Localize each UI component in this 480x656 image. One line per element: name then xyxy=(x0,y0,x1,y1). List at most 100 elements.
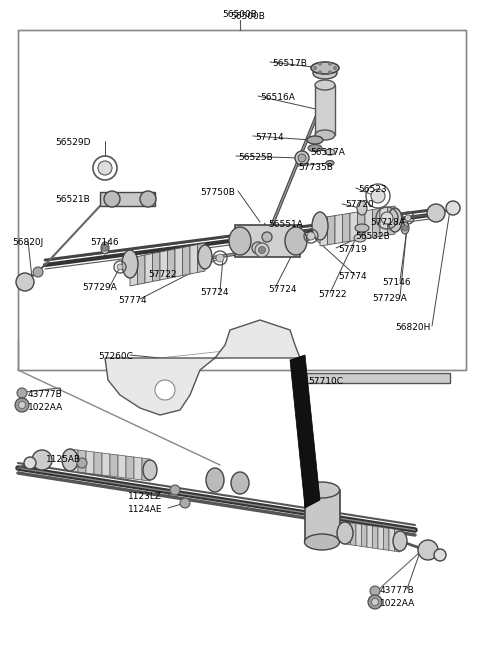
Circle shape xyxy=(405,215,411,221)
Circle shape xyxy=(77,458,87,468)
Text: 1124AE: 1124AE xyxy=(128,505,163,514)
Polygon shape xyxy=(175,247,182,277)
Polygon shape xyxy=(168,249,175,279)
Text: 57729A: 57729A xyxy=(82,283,117,292)
Text: 57735B: 57735B xyxy=(298,163,333,172)
Ellipse shape xyxy=(122,250,138,278)
Text: 57750B: 57750B xyxy=(200,188,235,197)
Text: 57774: 57774 xyxy=(338,272,367,281)
Text: 56820H: 56820H xyxy=(395,323,431,332)
Circle shape xyxy=(102,245,108,251)
Text: 57774: 57774 xyxy=(118,296,146,305)
Ellipse shape xyxy=(101,242,109,254)
Text: 57719: 57719 xyxy=(338,245,367,254)
Ellipse shape xyxy=(326,161,334,165)
Circle shape xyxy=(334,66,336,70)
Text: 43777B: 43777B xyxy=(380,586,415,595)
Text: 1022AA: 1022AA xyxy=(380,599,415,608)
Polygon shape xyxy=(389,528,395,551)
Circle shape xyxy=(259,247,265,253)
Ellipse shape xyxy=(62,449,78,471)
Circle shape xyxy=(252,242,264,254)
Circle shape xyxy=(368,595,382,609)
Circle shape xyxy=(370,586,380,596)
Polygon shape xyxy=(118,455,126,478)
Polygon shape xyxy=(327,216,335,245)
Text: 56529D: 56529D xyxy=(55,138,91,147)
Text: 56820J: 56820J xyxy=(12,238,43,247)
Text: 43777B: 43777B xyxy=(28,390,63,399)
Polygon shape xyxy=(145,253,153,283)
Bar xyxy=(305,490,340,542)
Polygon shape xyxy=(134,457,142,480)
Circle shape xyxy=(98,161,112,175)
Polygon shape xyxy=(320,216,327,246)
Polygon shape xyxy=(380,207,387,236)
Bar xyxy=(18,30,466,370)
Circle shape xyxy=(262,232,272,242)
Ellipse shape xyxy=(355,224,369,232)
Circle shape xyxy=(32,450,52,470)
Ellipse shape xyxy=(401,222,409,234)
Circle shape xyxy=(307,232,315,240)
Text: 57722: 57722 xyxy=(318,290,347,299)
Circle shape xyxy=(255,243,269,257)
Ellipse shape xyxy=(143,460,157,480)
Polygon shape xyxy=(94,452,102,475)
Text: 57722: 57722 xyxy=(148,270,177,279)
Circle shape xyxy=(402,225,408,231)
Bar xyxy=(295,373,450,383)
Ellipse shape xyxy=(304,482,339,498)
Bar xyxy=(18,30,466,370)
Text: 56521B: 56521B xyxy=(55,195,90,204)
Polygon shape xyxy=(372,209,380,237)
Circle shape xyxy=(15,398,29,412)
Polygon shape xyxy=(378,527,384,550)
Ellipse shape xyxy=(198,245,212,269)
Ellipse shape xyxy=(357,201,367,215)
Text: 57724: 57724 xyxy=(200,288,228,297)
Text: 57714: 57714 xyxy=(255,133,284,142)
Polygon shape xyxy=(343,213,350,243)
Ellipse shape xyxy=(393,531,407,551)
Text: 57146: 57146 xyxy=(382,278,410,287)
Circle shape xyxy=(381,212,393,224)
Bar xyxy=(315,85,335,135)
Circle shape xyxy=(155,380,175,400)
Polygon shape xyxy=(105,320,300,415)
Polygon shape xyxy=(335,215,343,243)
Text: 56500B: 56500B xyxy=(223,10,257,19)
Text: 57720: 57720 xyxy=(345,200,373,209)
Polygon shape xyxy=(142,458,150,481)
Ellipse shape xyxy=(311,62,339,74)
Text: 57710C: 57710C xyxy=(308,377,343,386)
Polygon shape xyxy=(160,251,168,280)
Polygon shape xyxy=(361,524,367,547)
Circle shape xyxy=(319,62,322,65)
Text: 1123LZ: 1123LZ xyxy=(128,492,162,501)
Circle shape xyxy=(313,66,316,70)
Ellipse shape xyxy=(388,208,402,232)
Ellipse shape xyxy=(285,227,307,255)
Circle shape xyxy=(372,598,379,605)
Circle shape xyxy=(117,264,123,270)
Text: 57718A: 57718A xyxy=(370,218,405,227)
Polygon shape xyxy=(190,245,197,274)
Polygon shape xyxy=(358,211,365,240)
Polygon shape xyxy=(290,355,320,508)
Text: 57260C: 57260C xyxy=(98,352,133,361)
Circle shape xyxy=(170,485,180,495)
Text: 56517B: 56517B xyxy=(272,59,307,68)
Ellipse shape xyxy=(325,149,335,155)
Polygon shape xyxy=(78,450,86,473)
Text: 56523: 56523 xyxy=(358,185,386,194)
Polygon shape xyxy=(350,212,358,241)
Bar xyxy=(100,192,155,206)
Ellipse shape xyxy=(304,534,339,550)
Circle shape xyxy=(19,401,25,409)
Circle shape xyxy=(434,549,446,561)
Polygon shape xyxy=(395,529,400,552)
Text: 56525B: 56525B xyxy=(238,153,273,162)
Text: 56500B: 56500B xyxy=(230,12,265,21)
Polygon shape xyxy=(387,206,395,236)
